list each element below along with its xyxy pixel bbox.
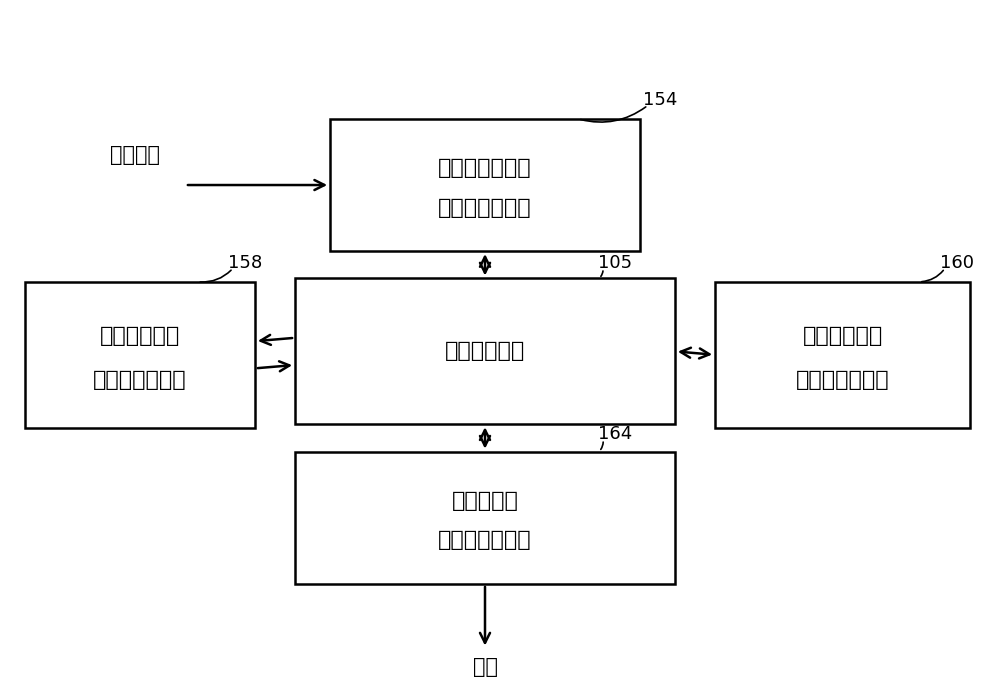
Text: 图像测量模块: 图像测量模块 — [100, 326, 180, 346]
Text: 工件参数: 工件参数 — [110, 145, 160, 164]
Text: 158: 158 — [228, 253, 262, 272]
Text: 164: 164 — [598, 424, 632, 443]
Text: 视觉化程序: 视觉化程序 — [452, 490, 518, 511]
Bar — [330, 119, 640, 251]
Text: 工件行为模拟器: 工件行为模拟器 — [438, 158, 532, 178]
Text: 160: 160 — [940, 253, 974, 272]
Text: 154: 154 — [643, 90, 677, 109]
Text: （第二模拟器）: （第二模拟器） — [796, 369, 889, 390]
Text: （测量处理部）: （测量处理部） — [93, 369, 187, 390]
Text: （图像生成部）: （图像生成部） — [438, 530, 532, 550]
Text: 机器人模拟器: 机器人模拟器 — [802, 326, 883, 346]
Text: 虚拟空间信息: 虚拟空间信息 — [445, 342, 525, 361]
Text: 105: 105 — [598, 253, 632, 272]
Bar — [715, 282, 970, 428]
Text: 图像: 图像 — [473, 657, 498, 676]
Bar — [295, 452, 675, 584]
Bar — [295, 278, 675, 424]
Bar — [25, 282, 255, 428]
Text: （第一模拟器）: （第一模拟器） — [438, 198, 532, 217]
